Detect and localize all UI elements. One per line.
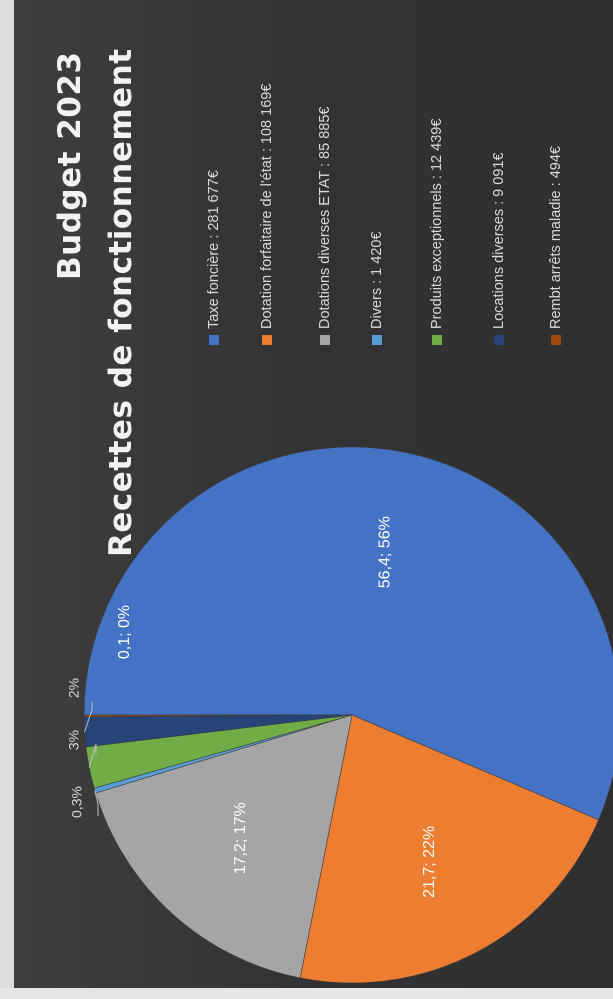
legend-swatch	[432, 335, 442, 345]
legend-item-3: Dotations diverses ETAT : 85 885€	[316, 39, 334, 345]
data-label-6: 2%	[66, 678, 82, 698]
legend-item-4: Divers : 1 420€	[368, 39, 386, 345]
legend-item-5: Produits exceptionnels : 12 439€	[428, 39, 446, 345]
chart-subtitle: Recettes de fonctionnement	[103, 48, 139, 557]
legend-label: Produits exceptionnels : 12 439€	[429, 118, 445, 329]
bottom-strip	[0, 988, 613, 999]
legend-item-6: Locations diverses : 9 091€	[490, 39, 508, 345]
legend-label: Divers : 1 420€	[369, 231, 385, 329]
pie-slices	[83, 446, 613, 984]
data-label-3: 17,2; 17%	[232, 802, 249, 874]
leader-line-5	[88, 743, 97, 768]
legend-label: Dotation forfaitaire de l'état : 108 169…	[259, 83, 275, 329]
legend-swatch	[551, 335, 561, 345]
data-label-2: 21,7; 22%	[421, 826, 438, 898]
legend-label: Dotations diverses ETAT : 85 885€	[317, 106, 333, 329]
leader-line-4	[94, 790, 99, 816]
legend-label: Locations diverses : 9 091€	[491, 152, 507, 329]
legend-swatch	[320, 335, 330, 345]
legend-swatch	[372, 335, 382, 345]
pie-slice-2	[299, 714, 600, 984]
data-label-5: 3%	[66, 730, 82, 750]
pie-slice-1	[83, 446, 613, 821]
legend-item-2: Dotation forfaitaire de l'état : 108 169…	[258, 39, 276, 345]
chart-title: Budget 2023	[52, 51, 88, 281]
data-label-7: 0,1; 0%	[116, 605, 133, 659]
legend-swatch	[262, 335, 272, 345]
data-labels: 56,4; 56% 21,7; 22% 17,2; 17% 0,3% 3% 2% 0,1; …	[66, 516, 438, 898]
legend-label: Rembt arrêts maladie : 494€	[548, 146, 564, 329]
data-label-4: 0,3%	[69, 786, 85, 818]
leader-line-6	[84, 702, 93, 732]
pie-slice-3	[95, 714, 353, 979]
leader-lines	[84, 702, 99, 816]
legend-item-7: Rembt arrêts maladie : 494€	[547, 39, 565, 345]
legend-swatch	[494, 335, 504, 345]
legend-item-1: Taxe foncière : 281 677€	[205, 39, 223, 345]
legend-swatch	[209, 335, 219, 345]
pie-slice-7	[83, 714, 353, 717]
data-label-1: 56,4; 56%	[376, 516, 393, 588]
legend-label: Taxe foncière : 281 677€	[206, 170, 222, 329]
